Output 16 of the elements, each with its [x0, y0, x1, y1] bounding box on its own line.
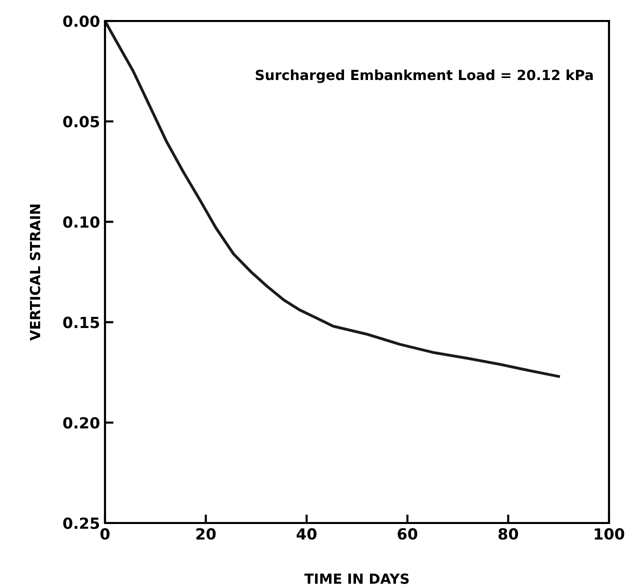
x-tick-label: 0 — [100, 528, 110, 540]
x-tick-label: 80 — [498, 528, 518, 540]
y-tick-label: 0.20 — [63, 417, 100, 429]
y-axis-title: VERTICAL STRAIN — [30, 204, 40, 341]
line-series — [105, 21, 560, 378]
y-tick-label: 0.10 — [63, 216, 100, 228]
y-tick-label: 0.25 — [63, 517, 100, 530]
annotation: Surcharged Embankment Load = 20.12 kPa — [256, 69, 593, 83]
y-tick-label: 0.00 — [63, 15, 100, 28]
x-tick-label: 40 — [296, 528, 316, 540]
x-axis-title: TIME IN DAYS — [304, 573, 409, 584]
x-tick-label: 100 — [594, 528, 624, 540]
x-tick-label: 20 — [196, 528, 216, 540]
y-tick-label: 0.15 — [63, 316, 100, 328]
y-tick-label: 0.05 — [63, 116, 100, 128]
x-tick-label: 60 — [398, 528, 418, 540]
